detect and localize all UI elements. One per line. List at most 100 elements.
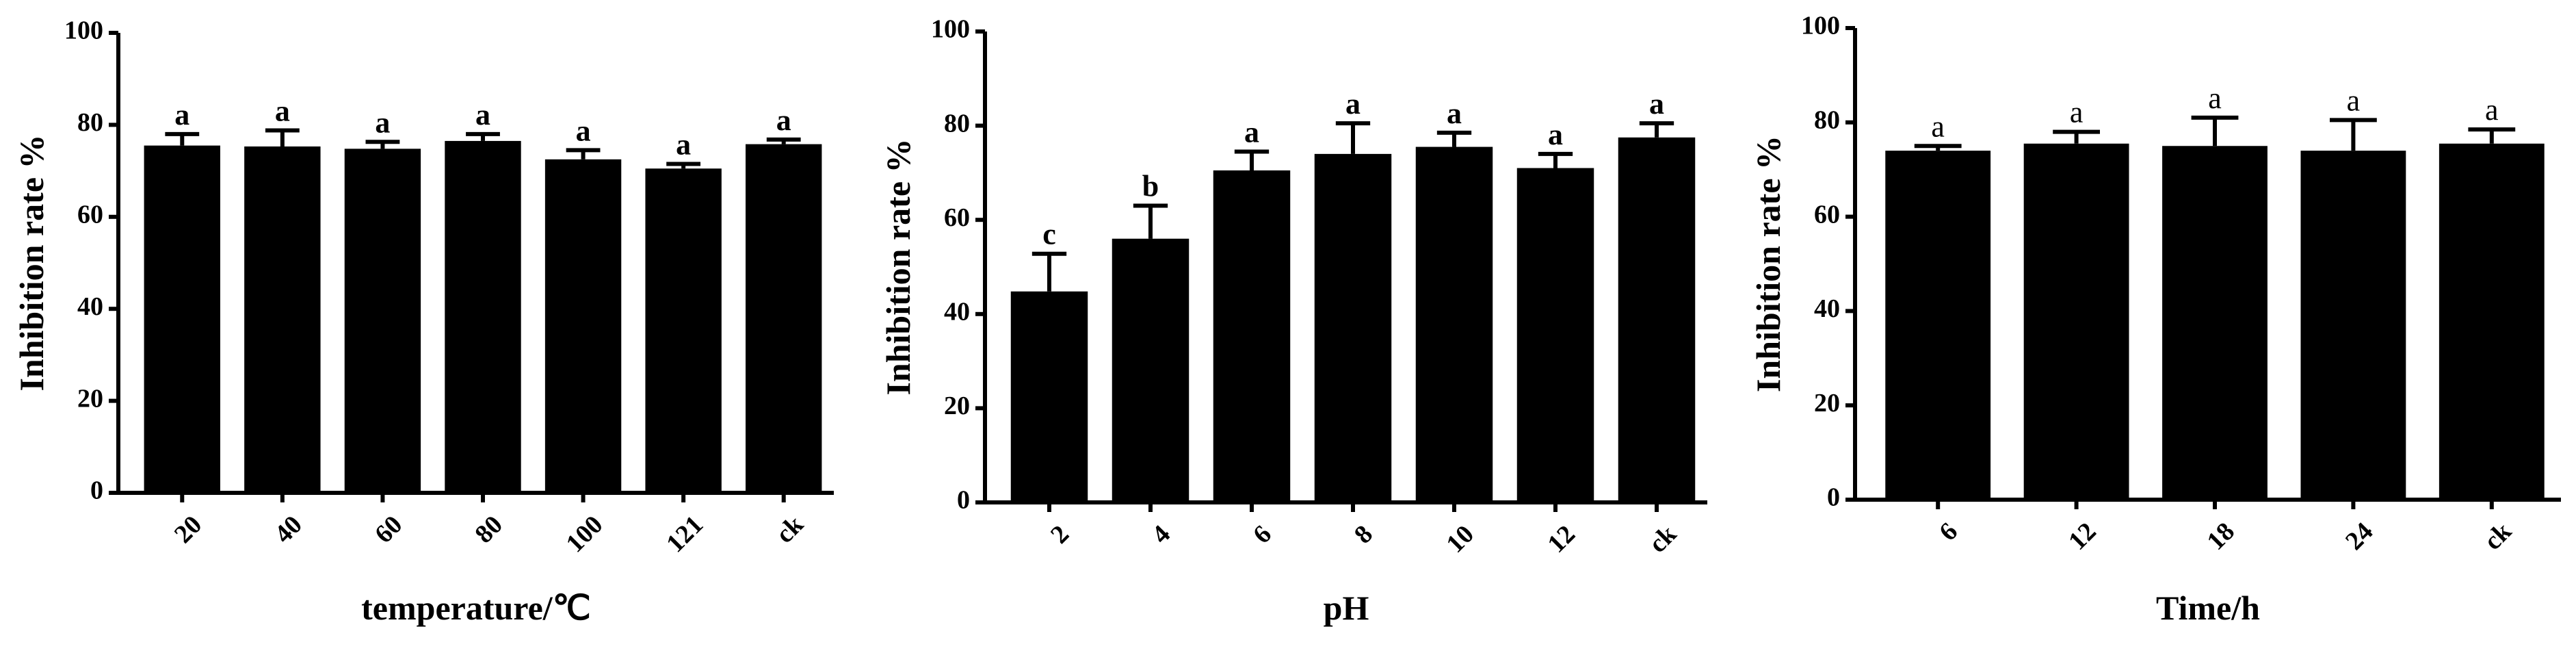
bar [144, 145, 220, 493]
significance-letter: a [2485, 93, 2499, 127]
significance-letter: a [1345, 87, 1361, 120]
y-tick-label: 80 [944, 109, 970, 138]
y-tick-label: 100 [1801, 12, 1840, 40]
y-tick-label: 100 [931, 15, 970, 44]
y-tick-label: 60 [944, 203, 970, 232]
error-bar [1914, 144, 1962, 151]
y-tick-label: 80 [77, 108, 103, 137]
axes [983, 31, 1707, 504]
error-bar [1639, 121, 1674, 138]
error-bar [165, 131, 200, 146]
bar [1112, 238, 1190, 502]
error-bar [1234, 149, 1270, 170]
significance-letter: a [1244, 115, 1259, 149]
bar [1314, 153, 1392, 502]
bar [344, 149, 421, 493]
error-bar [2468, 127, 2516, 144]
error-bar [566, 148, 601, 159]
significance-letter: a [275, 94, 290, 127]
significance-letter: a [375, 105, 390, 139]
significance-letter: a [1447, 97, 1462, 130]
y-axis-title: Inhibition rate % [12, 134, 51, 391]
error-bar [1031, 251, 1067, 292]
error-bar [766, 137, 801, 144]
error-bar [2191, 115, 2239, 146]
y-axis-title: Inhibition rate % [879, 138, 917, 395]
x-tick-label: 121 [661, 510, 709, 558]
significance-letter: a [1931, 110, 1945, 143]
x-tick-label: 40 [269, 510, 308, 549]
error-bar [1133, 203, 1168, 239]
y-tick-label: 40 [1814, 294, 1840, 323]
x-tick-label: 6 [1934, 517, 1963, 546]
significance-letter: a [676, 128, 691, 162]
significance-letter: a [2208, 81, 2222, 115]
bar [645, 168, 722, 494]
y-tick-label: 40 [944, 298, 970, 326]
bar [1213, 170, 1291, 502]
significance-letter: b [1142, 170, 1159, 203]
significance-letter: a [776, 103, 791, 137]
x-tick-label: 80 [469, 510, 508, 549]
error-bar [666, 162, 701, 169]
bar [1516, 168, 1594, 502]
bar [1010, 291, 1088, 502]
x-tick-label: 18 [2201, 517, 2240, 556]
x-tick-label: ck [1643, 520, 1682, 559]
x-tick-label: 4 [1146, 520, 1176, 549]
x-tick-label: ck [770, 510, 809, 549]
y-tick-label: 20 [944, 392, 970, 420]
x-tick-label: 6 [1248, 520, 1277, 549]
y-tick-label: 0 [957, 486, 970, 515]
bar [2439, 143, 2545, 500]
bar [1885, 151, 1991, 500]
error-bar [2053, 129, 2101, 144]
y-tick-label: 60 [77, 201, 103, 229]
significance-letter: c [1042, 218, 1056, 251]
x-tick-label: 60 [369, 510, 408, 549]
error-bar [265, 128, 300, 146]
bar [2162, 146, 2268, 500]
error-bar [1436, 130, 1472, 147]
error-bar [1538, 151, 1573, 168]
significance-letter: a [2347, 84, 2361, 117]
error-bar [2329, 118, 2377, 151]
bar [746, 144, 822, 493]
bar [2300, 151, 2406, 500]
x-tick-label: 10 [1441, 520, 1480, 559]
x-tick-label: 12 [1542, 520, 1581, 559]
y-axis-title: Inhibition rate % [1749, 136, 1787, 392]
significance-letter: a [2070, 96, 2084, 129]
axes [1853, 28, 2561, 502]
x-tick-label: 8 [1349, 520, 1378, 549]
bar [2023, 143, 2129, 500]
significance-letter: a [576, 114, 591, 147]
y-tick-label: 0 [1827, 483, 1840, 512]
error-bar [365, 140, 400, 149]
x-axis-title: temperature/℃ [361, 589, 591, 627]
x-axis-title: pH [1324, 589, 1369, 627]
x-tick-label: ck [2478, 517, 2517, 556]
significance-letter: a [1649, 87, 1664, 120]
error-bar [466, 131, 500, 141]
y-tick-label: 60 [1814, 200, 1840, 229]
x-tick-label: 20 [169, 510, 208, 549]
y-tick-label: 20 [77, 384, 103, 413]
x-tick-label: 24 [2340, 517, 2379, 556]
x-axis-title: Time/h [2156, 589, 2260, 627]
bar [445, 140, 521, 494]
y-tick-label: 0 [90, 476, 103, 505]
bar [1618, 137, 1696, 503]
y-tick-label: 40 [77, 292, 103, 321]
x-tick-label: 2 [1045, 520, 1075, 549]
x-tick-label: 12 [2063, 517, 2102, 556]
significance-letter: a [475, 98, 490, 131]
significance-letter: a [174, 98, 189, 131]
significance-letter: a [1548, 118, 1563, 151]
x-tick-label: 100 [561, 510, 609, 558]
y-tick-label: 80 [1814, 106, 1840, 135]
error-bar [1335, 121, 1371, 154]
bar [544, 159, 622, 494]
y-tick-label: 20 [1814, 389, 1840, 418]
